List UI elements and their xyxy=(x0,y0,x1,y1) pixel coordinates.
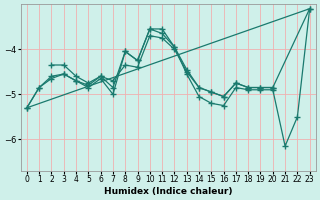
X-axis label: Humidex (Indice chaleur): Humidex (Indice chaleur) xyxy=(104,187,233,196)
